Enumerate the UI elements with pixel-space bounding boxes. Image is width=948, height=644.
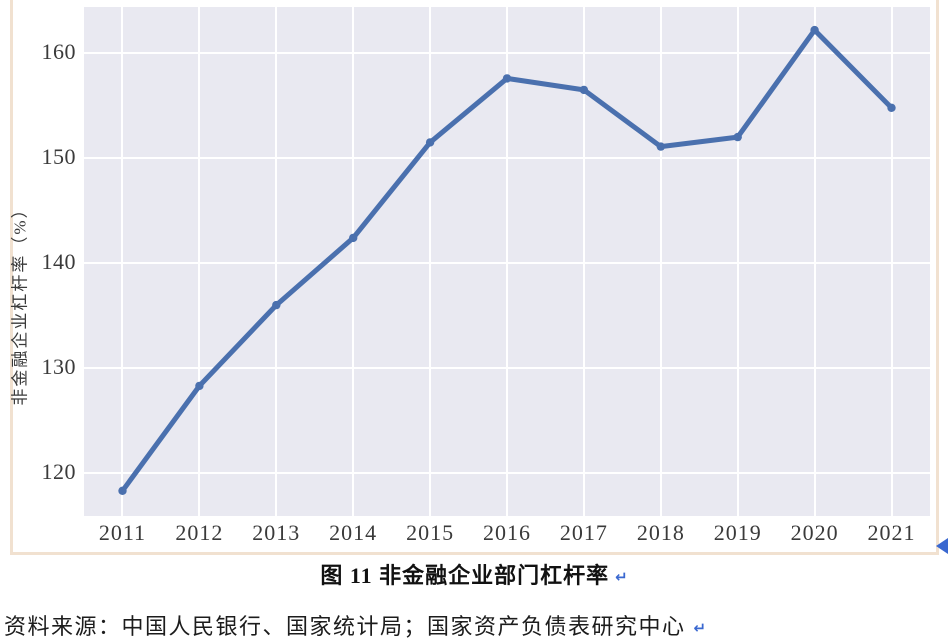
- y-tick-label: 130: [41, 353, 76, 379]
- figure-frame-right-border: [936, 0, 939, 553]
- x-tick-label: 2020: [790, 520, 839, 545]
- v-gridline: [582, 7, 585, 516]
- source-note: 资料来源：中国人民银行、国家统计局；国家资产负债表研究中心 ↵: [4, 609, 944, 641]
- v-gridline: [813, 7, 816, 516]
- x-tick-label: 2012: [175, 520, 224, 545]
- data-point-marker: [195, 381, 204, 391]
- line-series: [118, 25, 896, 495]
- data-point-marker: [272, 300, 281, 310]
- data-point-marker: [810, 25, 819, 35]
- chart-plot-area: [84, 7, 930, 516]
- y-tick-label: 160: [41, 39, 76, 65]
- v-gridline: [198, 7, 201, 516]
- x-tick-label: 2014: [329, 520, 378, 545]
- figure-frame-bottom-border: [10, 552, 939, 555]
- data-point-marker: [887, 103, 896, 113]
- data-point-marker: [733, 132, 742, 142]
- paragraph-mark-icon: ↵: [693, 619, 707, 637]
- series-line: [120, 27, 894, 494]
- x-tick-label: 2018: [636, 520, 685, 545]
- x-tick-label: 2015: [406, 520, 455, 545]
- x-tick-label: 2013: [252, 520, 301, 545]
- v-gridline: [121, 7, 124, 516]
- data-point-marker: [349, 233, 358, 243]
- data-point-marker: [425, 138, 435, 147]
- v-gridline: [429, 7, 432, 516]
- y-tick-label: 140: [41, 249, 76, 275]
- paragraph-mark-icon: ↵: [615, 568, 628, 586]
- v-gridline: [890, 7, 893, 516]
- v-gridline: [352, 7, 355, 516]
- x-tick-label: 2021: [867, 520, 916, 545]
- data-point-marker: [502, 74, 512, 83]
- data-point-marker: [579, 85, 589, 95]
- x-tick-label: 2019: [713, 520, 762, 545]
- left-arrow-icon[interactable]: [936, 538, 948, 554]
- y-axis-label: 非金融企业杠杆率（%）: [10, 199, 30, 406]
- figure-caption-text: 图 11 非金融企业部门杠杆率: [320, 563, 610, 588]
- y-tick-label: 150: [41, 144, 76, 170]
- figure-caption: 图 11 非金融企业部门杠杆率 ↵: [0, 558, 948, 590]
- source-note-text: 资料来源：中国人民银行、国家统计局；国家资产负债表研究中心: [4, 614, 686, 639]
- x-tick-label: 2016: [483, 520, 531, 545]
- y-tick-label: 120: [41, 458, 76, 484]
- v-gridline: [506, 7, 508, 516]
- v-gridline: [659, 7, 662, 516]
- data-point-marker: [656, 142, 665, 151]
- v-gridline: [736, 7, 739, 516]
- data-point-marker: [118, 486, 127, 495]
- x-tick-label: 2017: [559, 520, 608, 545]
- v-gridline: [275, 7, 278, 516]
- figure-frame-left-border: [10, 0, 13, 553]
- x-tick-label: 2011: [98, 520, 147, 545]
